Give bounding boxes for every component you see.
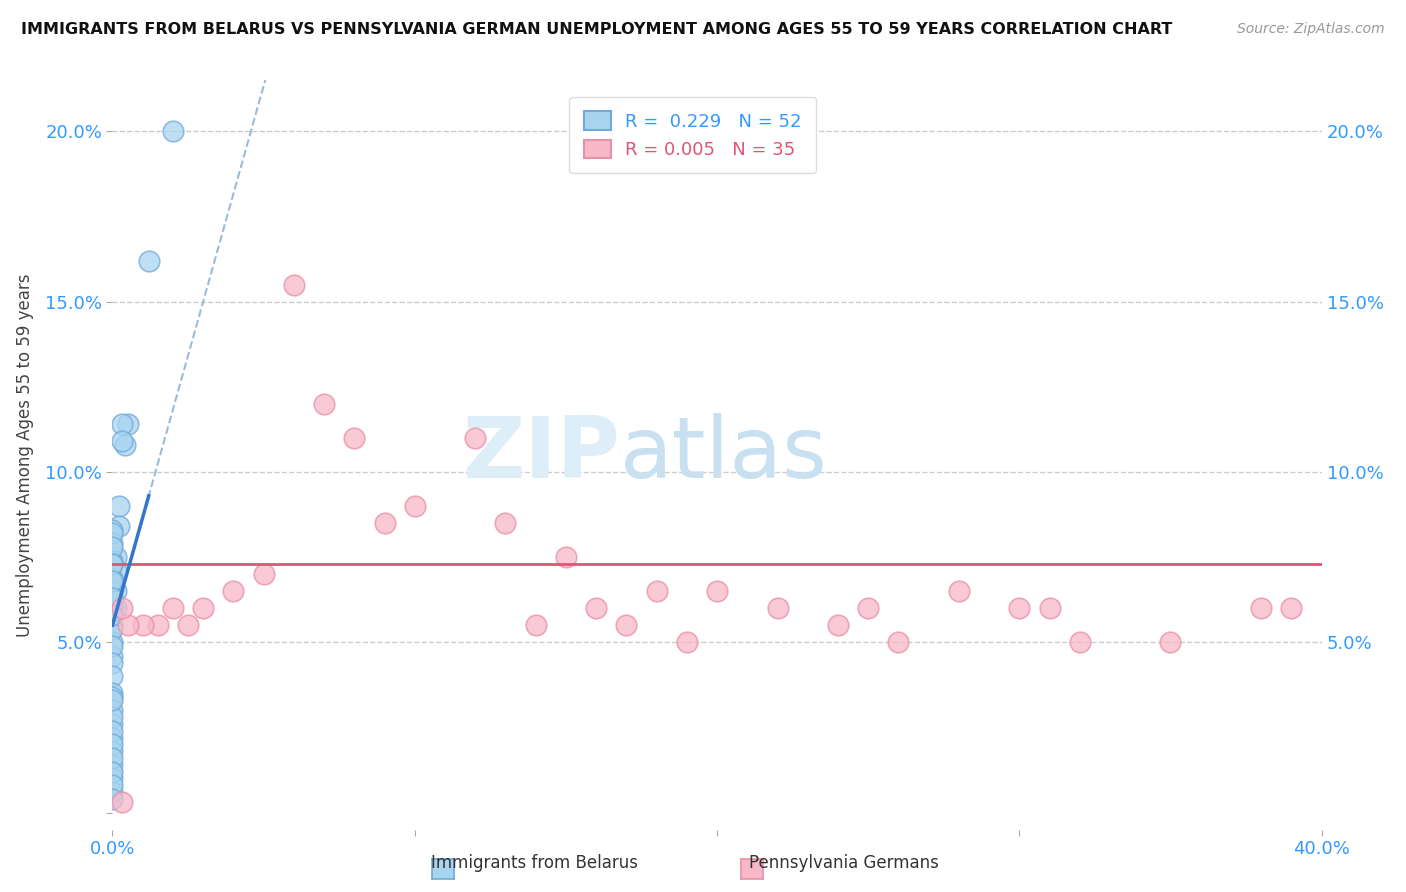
Point (706, 584, 728, 599)
Point (101, 669, 124, 683)
Point (101, 553, 124, 567)
Text: Immigrants from Belarus: Immigrants from Belarus (430, 855, 638, 872)
Point (104, 601, 127, 615)
Point (1038, 601, 1062, 615)
Point (101, 639, 124, 653)
Point (101, 738, 124, 752)
Point (104, 550, 127, 565)
Point (1250, 601, 1272, 615)
Point (495, 516, 517, 530)
Point (101, 591, 124, 605)
Point (101, 607, 124, 622)
Point (101, 744, 124, 758)
Point (524, 618, 547, 632)
Point (675, 635, 697, 649)
Point (104, 564, 127, 578)
Point (107, 499, 129, 513)
Point (101, 635, 124, 649)
Text: IMMIGRANTS FROM BELARUS VS PENNSYLVANIA GERMAN UNEMPLOYMENT AMONG AGES 55 TO 59 : IMMIGRANTS FROM BELARUS VS PENNSYLVANIA … (21, 22, 1173, 37)
Point (1159, 635, 1181, 649)
Point (101, 686, 124, 700)
Point (101, 772, 124, 786)
Point (101, 693, 124, 707)
Text: atlas: atlas (620, 413, 828, 497)
Point (101, 723, 124, 738)
Point (404, 499, 426, 513)
Point (162, 601, 184, 615)
Point (117, 417, 139, 432)
Point (101, 703, 124, 717)
Point (222, 584, 245, 599)
Point (101, 757, 124, 772)
Legend: R =  0.229   N = 52, R = 0.005   N = 35: R = 0.229 N = 52, R = 0.005 N = 35 (569, 97, 817, 173)
Point (101, 710, 124, 724)
Point (645, 584, 668, 599)
Point (101, 792, 124, 806)
Text: Pennsylvania Germans: Pennsylvania Germans (748, 855, 939, 872)
Point (162, 124, 184, 138)
Point (177, 618, 200, 632)
Point (191, 601, 214, 615)
Point (101, 607, 124, 622)
Point (253, 567, 276, 582)
Point (464, 431, 486, 445)
Point (101, 622, 124, 636)
Point (101, 785, 124, 799)
Text: ZIP: ZIP (463, 413, 620, 497)
Point (887, 635, 910, 649)
Point (585, 601, 607, 615)
Point (101, 656, 124, 670)
Point (1069, 635, 1091, 649)
Point (554, 550, 576, 565)
Point (101, 601, 124, 615)
Point (766, 601, 789, 615)
Point (104, 584, 127, 599)
Point (114, 438, 136, 452)
Point (948, 584, 970, 599)
Point (314, 397, 336, 411)
Point (101, 717, 124, 731)
Point (107, 519, 129, 533)
Point (101, 648, 124, 663)
Point (101, 584, 124, 599)
Point (374, 516, 396, 530)
Point (101, 536, 124, 550)
Point (110, 417, 132, 432)
Point (132, 618, 155, 632)
Point (616, 618, 638, 632)
Point (110, 434, 132, 449)
Point (101, 540, 124, 554)
Point (101, 574, 124, 588)
Point (101, 574, 124, 588)
Point (1008, 601, 1031, 615)
Point (138, 253, 160, 268)
Point (101, 557, 124, 571)
Point (343, 431, 366, 445)
Point (110, 601, 132, 615)
Point (101, 764, 124, 779)
Point (146, 618, 169, 632)
Point (101, 618, 124, 632)
Point (101, 591, 124, 605)
Point (117, 618, 139, 632)
Point (1279, 601, 1302, 615)
Point (827, 618, 849, 632)
Point (856, 601, 880, 615)
Point (101, 778, 124, 792)
Point (101, 557, 124, 571)
Point (101, 523, 124, 537)
Point (101, 690, 124, 704)
Point (283, 277, 305, 292)
Point (110, 795, 132, 809)
Point (101, 731, 124, 745)
Point (101, 751, 124, 765)
Point (101, 570, 124, 584)
Y-axis label: Unemployment Among Ages 55 to 59 years: Unemployment Among Ages 55 to 59 years (15, 273, 34, 637)
Text: Source: ZipAtlas.com: Source: ZipAtlas.com (1237, 22, 1385, 37)
Point (101, 526, 124, 541)
